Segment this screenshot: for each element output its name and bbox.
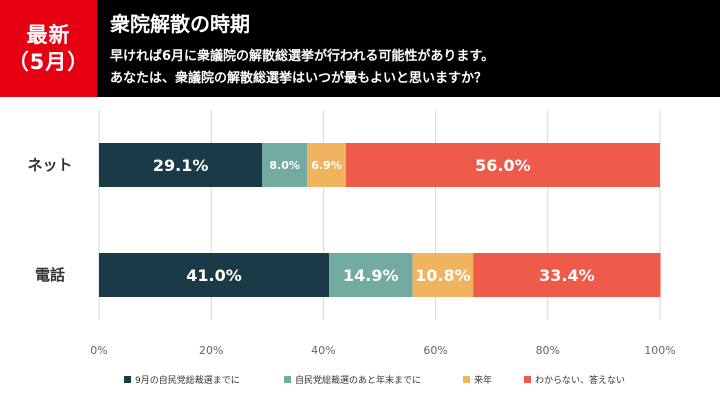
stacked-bar-chart: 29.1% 8.0% 6.9% 56.0% 41.0% 14.9% 10.8% 33.4% ネ… xyxy=(27,110,676,386)
badge-line2: （5月） xyxy=(7,49,90,74)
data-label: 6.9% xyxy=(311,159,342,172)
legend-entry: 9月の自民党総裁選までに xyxy=(135,374,240,386)
x-tick-label: 0% xyxy=(90,344,107,357)
data-label: 29.1% xyxy=(153,156,209,175)
legend-entry: 自民党総裁選のあと年末までに xyxy=(295,374,421,386)
data-label: 10.8% xyxy=(415,266,471,285)
category-label: ネット xyxy=(27,156,72,174)
legend-swatch xyxy=(463,376,470,383)
header-banner: 最新 （5月） 衆院解散の時期 早ければ6月に衆議院の解散総選挙が行われる可能性… xyxy=(0,0,720,97)
data-label: 56.0% xyxy=(475,156,531,175)
x-tick-label: 40% xyxy=(311,344,335,357)
question-line2: あなたは、衆議院の解散総選挙はいつが最もよいと思いますか？ xyxy=(110,71,488,86)
data-label: 41.0% xyxy=(186,266,242,285)
x-tick-label: 60% xyxy=(423,344,447,357)
bar-segment xyxy=(473,253,661,297)
bar-segment xyxy=(345,143,660,187)
bar-segment xyxy=(99,143,263,187)
badge-line1: 最新 xyxy=(26,22,71,47)
bar-segment xyxy=(412,253,474,297)
bar-segment xyxy=(307,143,346,187)
category-label: 電話 xyxy=(35,266,65,284)
legend-entry: 来年 xyxy=(474,374,492,386)
bar-segment xyxy=(99,253,330,297)
latest-badge: 最新 （5月） xyxy=(0,0,97,97)
x-tick-label: 20% xyxy=(199,344,223,357)
legend-entry: わからない、答えない xyxy=(535,374,625,386)
x-tick-label: 100% xyxy=(644,344,675,357)
data-label: 8.0% xyxy=(269,159,300,172)
data-label: 33.4% xyxy=(539,266,595,285)
x-axis-ticks: 0% 20% 40% 60% 80% 100% xyxy=(90,344,675,357)
x-tick-label: 80% xyxy=(536,344,560,357)
legend: 9月の自民党総裁選までに 自民党総裁選のあと年末までに 来年 わからない、答えない xyxy=(124,374,625,386)
bar-segment xyxy=(262,143,308,187)
data-label: 14.9% xyxy=(343,266,399,285)
legend-swatch xyxy=(124,376,131,383)
legend-swatch xyxy=(524,376,531,383)
legend-swatch xyxy=(284,376,291,383)
page-title: 衆院解散の時期 xyxy=(110,12,250,36)
bar-segment xyxy=(329,253,413,297)
bars: 29.1% 8.0% 6.9% 56.0% 41.0% 14.9% 10.8% 33.4% xyxy=(99,143,661,297)
question-line1: 早ければ6月に衆議院の解散総選挙が行われる可能性があります。 xyxy=(110,49,495,64)
